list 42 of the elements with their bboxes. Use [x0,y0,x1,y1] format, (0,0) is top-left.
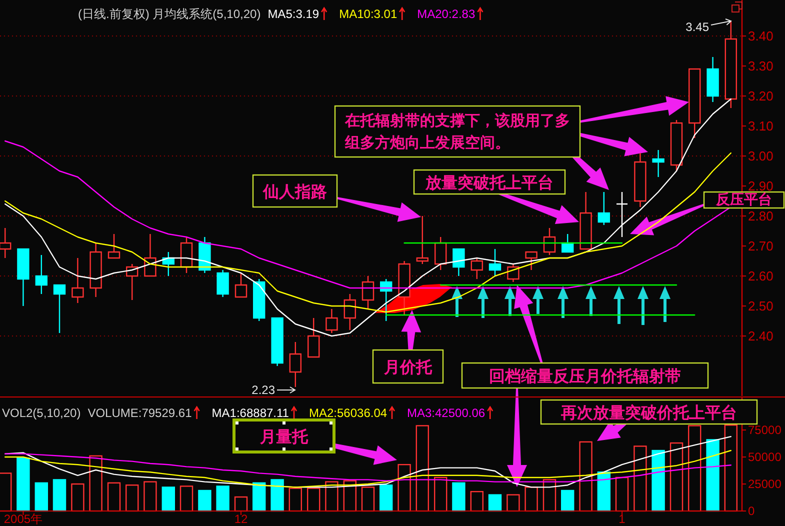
annotation: 反压平台 [703,191,785,209]
annotation: 回档缩量反压月价托辐射带 [489,366,681,385]
annotation: 月量托 [232,418,336,454]
x-tick-label: 1 [618,512,626,526]
y-tick-label: 2.60 [748,268,774,284]
annotation: 仙人指路 [262,182,327,200]
x-tick-label: 2005年 [4,512,43,526]
annotation: 再次放量突破价托上平台 [560,402,737,422]
annotation: 仙人指路 [252,174,338,208]
y-tick-label: 2.40 [748,328,774,344]
y-tick-label: 3.10 [748,118,774,134]
y-tick-label: 3.00 [748,148,774,164]
annotation: 3.45 [686,20,710,34]
y-tick-label: 75000 [748,423,782,437]
y-tick-label: 3.20 [748,88,774,104]
annotation: 月价托 [383,357,433,376]
annotation: 月价托 [372,349,444,384]
text: VOL2(5,10,20) [2,406,81,420]
annotation: 3.45 [686,18,732,34]
y-tick-label: 2.90 [748,178,774,194]
annotation: 在托辐射带的支撑下，该股用了多组多方炮向上发展空间。 [344,112,570,152]
annotation: 再次放量突破价托上平台 [540,399,758,425]
annotation: 放量突破托上平台 [413,169,566,195]
y-tick-label: 2.70 [748,238,774,254]
annotation: 在托辐射带的支撑下，该股用了多组多方炮向上发展空间。 [334,105,581,158]
x-tick-label: 12 [234,512,248,526]
annotation: 月量托 [259,426,309,446]
annotation: 放量突破托上平台 [424,172,554,192]
annotation: 2.23 [252,383,296,397]
text: (日线.前复权) 月均线系统(5,10,20) [78,7,261,21]
legend: VOLUME:79529.61 MA1:68887.11 MA2:56036.04 MA3:42500.06 [88,406,494,420]
y-tick-label: 25000 [748,477,782,491]
y-tick-label: 3.30 [748,58,774,74]
annotation: 2.23 [252,383,276,397]
y-tick-label: 50000 [748,450,782,464]
annotation: 回档缩量反压月价托辐射带 [461,362,709,389]
annotation: 反压平台 [715,191,772,208]
legend: MA5:3.19 MA10:3.01 MA20:2.83 [268,6,484,21]
y-tick-label: 3.40 [748,28,774,44]
y-tick-label: 0 [748,504,755,518]
y-tick-label: 2.50 [748,298,774,314]
y-tick-label: 2.80 [748,208,774,224]
